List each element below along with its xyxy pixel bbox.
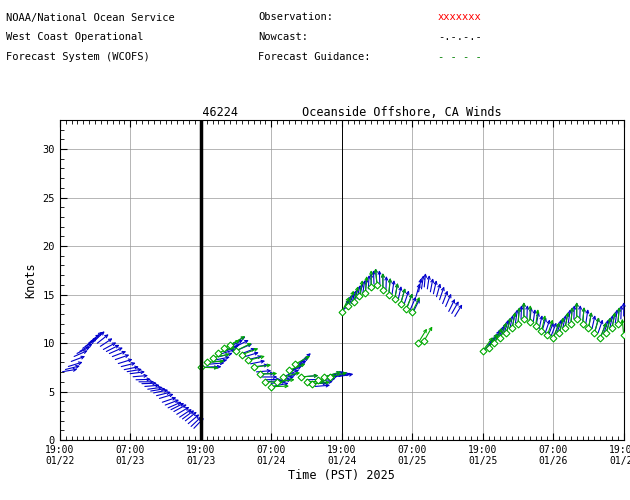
- Text: Forecast Guidance:: Forecast Guidance:: [258, 52, 371, 62]
- Text: Forecast System (WCOFS): Forecast System (WCOFS): [6, 52, 150, 62]
- X-axis label: Time (PST) 2025: Time (PST) 2025: [289, 469, 395, 482]
- Text: xxxxxxx: xxxxxxx: [438, 12, 481, 22]
- Text: Observation:: Observation:: [258, 12, 333, 22]
- Text: - - - -: - - - -: [438, 52, 481, 62]
- Text: -.-.-.-: -.-.-.-: [438, 32, 481, 42]
- Y-axis label: Knots: Knots: [24, 262, 37, 298]
- Title:    46224         Oceanside Offshore, CA Winds: 46224 Oceanside Offshore, CA Winds: [181, 106, 502, 119]
- Text: Nowcast:: Nowcast:: [258, 32, 308, 42]
- Text: West Coast Operational: West Coast Operational: [6, 32, 144, 42]
- Text: NOAA/National Ocean Service: NOAA/National Ocean Service: [6, 12, 175, 22]
